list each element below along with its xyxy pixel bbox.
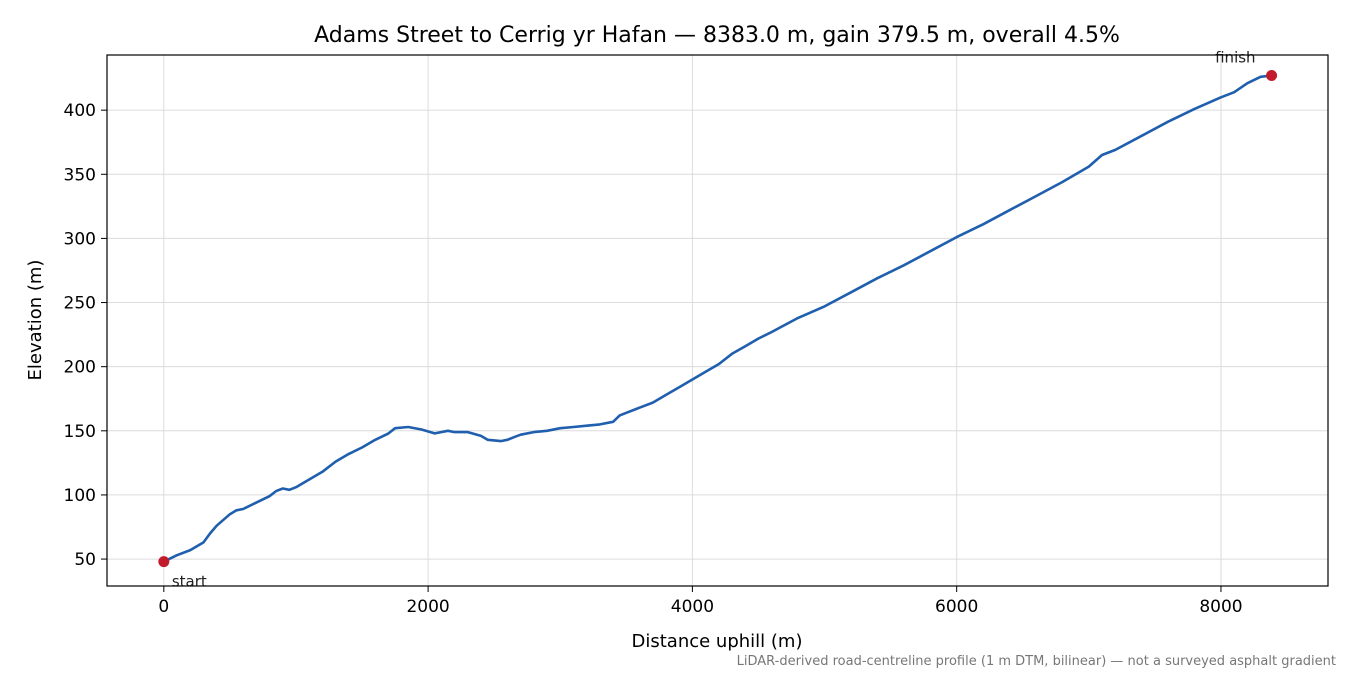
chart-title: Adams Street to Cerrig yr Hafan — 8383.0… <box>314 23 1120 48</box>
start-marker <box>158 556 170 568</box>
start-label: start <box>172 573 207 591</box>
y-tick-label: 350 <box>64 165 96 185</box>
elevation-line <box>163 74 1272 563</box>
x-tick-label: 2000 <box>406 597 449 617</box>
y-tick-label: 100 <box>64 486 96 506</box>
grid <box>107 55 1328 586</box>
y-tick-label: 400 <box>64 101 96 121</box>
finish-label: finish <box>1215 49 1255 67</box>
y-tick-label: 50 <box>74 550 96 570</box>
footnote: LiDAR-derived road-centreline profile (1… <box>737 654 1336 669</box>
x-tick-label: 0 <box>158 597 169 617</box>
y-tick-label: 150 <box>64 422 96 442</box>
plot-frame <box>106 54 1329 587</box>
x-axis-label: Distance uphill (m) <box>632 631 803 652</box>
finish-marker <box>1266 70 1278 82</box>
y-tick-label: 300 <box>64 229 96 249</box>
x-tick-label: 4000 <box>671 597 714 617</box>
axis-ticks: 0 2000 4000 6000 8000 50 100 150 200 250 300 350 400 <box>64 101 1243 617</box>
x-tick-label: 8000 <box>1199 597 1242 617</box>
x-tick-label: 6000 <box>935 597 978 617</box>
y-tick-label: 200 <box>64 358 96 378</box>
y-axis-label: Elevation (m) <box>25 260 46 381</box>
y-tick-label: 250 <box>64 294 96 314</box>
plot-area: start finish <box>158 49 1278 591</box>
